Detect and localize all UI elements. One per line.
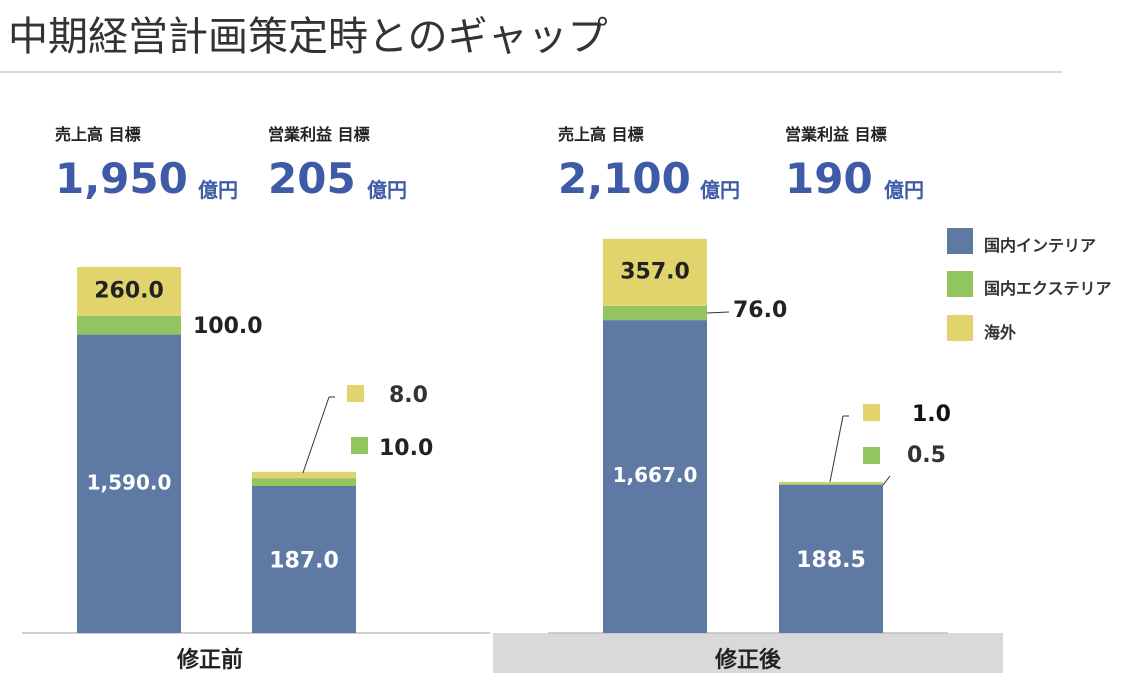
profit-leader-1 [829, 415, 844, 482]
profit-label-0-interior: 187.0 [269, 549, 339, 574]
kpi-before-sales-value: 1,950 [55, 154, 188, 203]
profit-bar-1-exterior [779, 483, 883, 485]
sales-leader-1-exterior [706, 311, 730, 314]
profit-bar-0-exterior [252, 478, 356, 486]
legend-label-exterior: 国内エクステリア [984, 279, 1112, 298]
legend-swatch-interior [947, 228, 973, 254]
sales-bar-0-overseas [77, 267, 181, 316]
profit-label-1-overseas: 1.0 [912, 402, 951, 427]
profit-marker-0-exterior [351, 437, 368, 454]
sales-label-1-exterior: 76.0 [733, 298, 787, 323]
legend-swatch-overseas [947, 315, 973, 341]
sales-label-0-interior: 1,590.0 [87, 470, 172, 494]
kpi-after-sales-unit: 億円 [700, 178, 740, 202]
profit-bar-1-overseas [779, 481, 883, 484]
profit-bar-1-interior [779, 484, 883, 633]
kpi-before-profit-value: 205 [268, 154, 356, 203]
kpi-after-profit-value: 190 [785, 154, 873, 203]
sales-label-1-interior: 1,667.0 [613, 463, 698, 487]
category-label-after: 修正後 [714, 648, 781, 673]
sales-bar-1-interior [603, 320, 707, 633]
profit-label-0-overseas: 8.0 [389, 383, 428, 408]
profit-label-1-interior: 188.5 [796, 548, 866, 573]
kpi-after-sales-value: 2,100 [558, 154, 691, 203]
profit-marker-0-overseas [347, 385, 364, 402]
sales-bar-1-exterior [603, 305, 707, 321]
kpi-after-sales-label: 売上高 目標 [558, 125, 644, 144]
page-title: 中期経営計画策定時とのギャップ [8, 14, 608, 60]
legend-label-overseas: 海外 [984, 323, 1017, 342]
profit-leader-1-exterior [882, 475, 891, 486]
kpi-after-profit-unit: 億円 [884, 178, 924, 202]
profit-marker-1-overseas [863, 404, 880, 421]
sales-label-0-exterior: 100.0 [193, 314, 263, 339]
kpi-after-profit-label: 営業利益 目標 [785, 125, 887, 144]
sales-label-0-overseas: 260.0 [94, 278, 164, 303]
title-divider [0, 71, 1062, 73]
kpi-before-sales-label: 売上高 目標 [55, 125, 141, 144]
profit-label-1-exterior: 0.5 [907, 443, 946, 468]
sales-bar-0-exterior [77, 315, 181, 335]
sales-label-1-overseas: 357.0 [620, 259, 690, 284]
after-category-band [493, 633, 1003, 673]
legend-swatch-exterior [947, 271, 973, 297]
category-label-before: 修正前 [176, 648, 243, 673]
sales-bar-0-interior [77, 334, 181, 633]
kpi-before-profit-label: 営業利益 目標 [268, 125, 370, 144]
profit-leader-0 [302, 396, 330, 474]
legend-label-interior: 国内インテリア [984, 236, 1097, 255]
profit-marker-1-exterior [863, 447, 880, 464]
kpi-before-profit-unit: 億円 [367, 178, 407, 202]
profit-bar-0-interior [252, 486, 356, 633]
sales-bar-1-overseas [603, 238, 707, 306]
profit-label-0-exterior: 10.0 [379, 436, 433, 461]
kpi-before-sales-unit: 億円 [198, 178, 238, 202]
profit-bar-0-overseas [252, 471, 356, 479]
